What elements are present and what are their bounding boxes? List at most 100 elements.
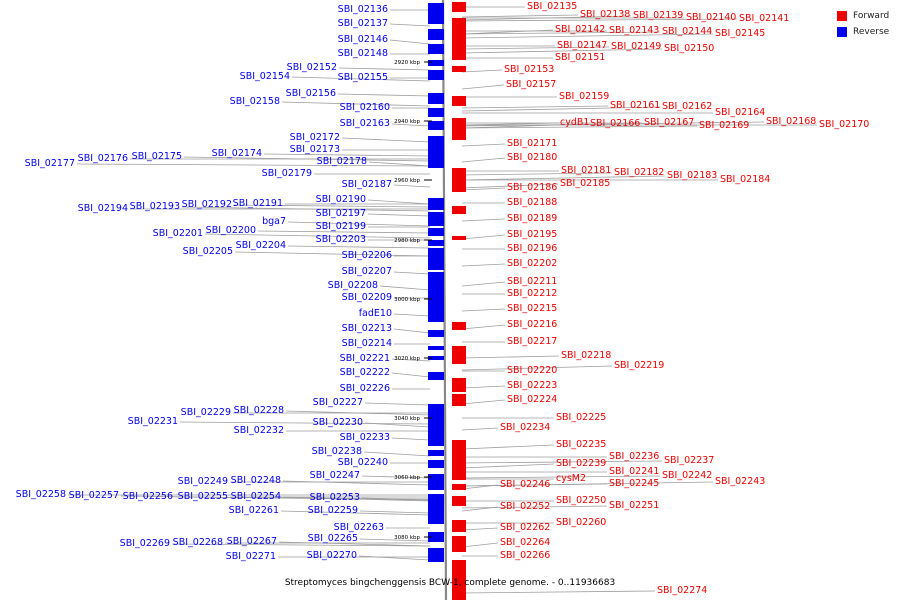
leader-line: [341, 137, 431, 143]
reverse-gene-label: SBI_02179: [262, 168, 312, 179]
forward-gene-label: SBI_02168: [766, 116, 816, 127]
leader-line: [364, 422, 431, 428]
reverse-gene-block: [428, 460, 444, 468]
forward-gene-label: SBI_02143: [609, 25, 659, 36]
forward-gene-block: [452, 520, 466, 532]
leader-line: [233, 204, 431, 208]
reverse-gene-block: [428, 346, 444, 350]
forward-gene-label: SBI_02149: [611, 41, 661, 52]
leader-line: [461, 399, 506, 405]
forward-gene-label: SBI_02157: [506, 79, 556, 90]
forward-gene-label: SBI_02186: [507, 182, 557, 193]
forward-gene-label: SBI_02182: [614, 167, 664, 178]
leader-line: [393, 328, 431, 334]
forward-gene-block: [452, 346, 466, 364]
leader-line: [461, 263, 506, 267]
reverse-gene-block: [428, 474, 444, 490]
forward-gene-block: [452, 560, 466, 600]
forward-gene-label: SBI_02243: [715, 476, 765, 487]
ruler-tick-label: 3020 kbp: [394, 356, 420, 362]
forward-gene-label: SBI_02171: [507, 138, 557, 149]
forward-gene-label: SBI_02217: [507, 336, 557, 347]
forward-gene-label: SBI_02211: [507, 276, 557, 287]
reverse-gene-label: fadE10: [359, 308, 392, 319]
leader-line: [391, 123, 431, 127]
reverse-gene-label: SBI_02146: [338, 34, 388, 45]
forward-gene-label: SBI_02135: [527, 1, 577, 12]
forward-gene-label: SBI_02164: [715, 107, 765, 118]
leader-line: [461, 460, 663, 464]
reverse-gene-label: SBI_02136: [338, 4, 388, 15]
forward-swatch: [837, 11, 847, 21]
reverse-gene-label: SBI_02238: [312, 446, 362, 457]
legend-forward-label: Forward: [853, 11, 890, 21]
leader-line: [359, 510, 431, 514]
leader-line: [391, 358, 431, 362]
forward-gene-label: SBI_02246: [500, 479, 550, 490]
leader-line: [281, 101, 431, 107]
gene-labels: SBI_02136SBI_02137SBI_02146SBI_02148SBI_…: [16, 1, 870, 596]
leader-line: [368, 161, 431, 167]
reverse-gene-label: SBI_02226: [340, 383, 390, 394]
leader-line: [391, 372, 431, 378]
leader-line: [263, 153, 431, 157]
reverse-gene-block: [428, 70, 444, 80]
forward-gene-label: SBI_02166: [590, 118, 640, 129]
forward-gene-label: SBI_02260: [556, 517, 606, 528]
leader-line: [461, 175, 666, 181]
reverse-gene-label: SBI_02227: [313, 397, 363, 408]
reverse-gene-label: SBI_02206: [342, 250, 392, 261]
forward-gene-label: SBI_02245: [609, 478, 659, 489]
reverse-gene-label: bga7: [262, 216, 286, 227]
leader-line: [287, 221, 431, 227]
reverse-gene-label: SBI_02213: [342, 323, 392, 334]
reverse-gene-label: SBI_02173: [290, 144, 340, 155]
reverse-gene-label: SBI_02197: [316, 208, 366, 219]
forward-gene-label: SBI_02142: [555, 24, 605, 35]
reverse-gene-block: [428, 356, 444, 360]
forward-gene-label: SBI_02170: [819, 119, 869, 130]
reverse-gene-label: SBI_02263: [334, 522, 384, 533]
forward-gene-block: [452, 394, 466, 406]
reverse-gene-label: SBI_02254: [231, 491, 281, 502]
leader-line: [204, 233, 431, 239]
leader-line: [364, 402, 431, 406]
reverse-gene-label: SBI_02208: [328, 280, 378, 291]
reverse-gene-label: SBI_02257: [69, 490, 119, 501]
leader-line: [367, 213, 431, 217]
reverse-gene-label: SBI_02178: [317, 156, 367, 167]
genome-caption: Streptomyces bingchenggensis BCW-1, comp…: [284, 578, 616, 588]
leader-line: [361, 475, 431, 479]
reverse-gene-label: SBI_02204: [236, 240, 286, 251]
reverse-gene-label: SBI_02214: [342, 338, 392, 349]
leader-line: [461, 143, 506, 147]
reverse-gene-block: [428, 240, 444, 246]
reverse-gene-label: SBI_02267: [227, 536, 277, 547]
reverse-gene-block: [428, 404, 444, 446]
leader-line: [461, 427, 499, 431]
reverse-gene-label: SBI_02247: [310, 470, 360, 481]
reverse-gene-label: SBI_02230: [313, 417, 363, 428]
reverse-gene-block: [428, 212, 444, 226]
reverse-gene-block: [428, 60, 444, 66]
leader-line: [461, 527, 499, 531]
leader-line: [337, 93, 431, 97]
forward-gene-label: SBI_02185: [560, 178, 610, 189]
leader-line: [461, 69, 503, 73]
forward-gene-block: [452, 536, 466, 552]
reverse-gene-label: SBI_02269: [120, 538, 170, 549]
forward-gene-label: SBI_02216: [507, 319, 557, 330]
reverse-gene-label: SBI_02194: [78, 203, 128, 214]
leader-line: [363, 451, 431, 457]
leader-line: [461, 324, 506, 330]
leader-line: [461, 106, 661, 112]
forward-gene-label: SBI_02202: [507, 258, 557, 269]
forward-gene-label: SBI_02218: [561, 350, 611, 361]
forward-gene-label: SBI_02266: [500, 550, 550, 561]
forward-gene-label: SBI_02141: [739, 13, 789, 24]
forward-gene-label: SBI_02196: [507, 243, 557, 254]
leader-line: [338, 67, 431, 71]
leader-line: [461, 355, 560, 359]
reverse-gene-block: [428, 248, 444, 270]
reverse-gene-label: SBI_02154: [240, 71, 290, 82]
